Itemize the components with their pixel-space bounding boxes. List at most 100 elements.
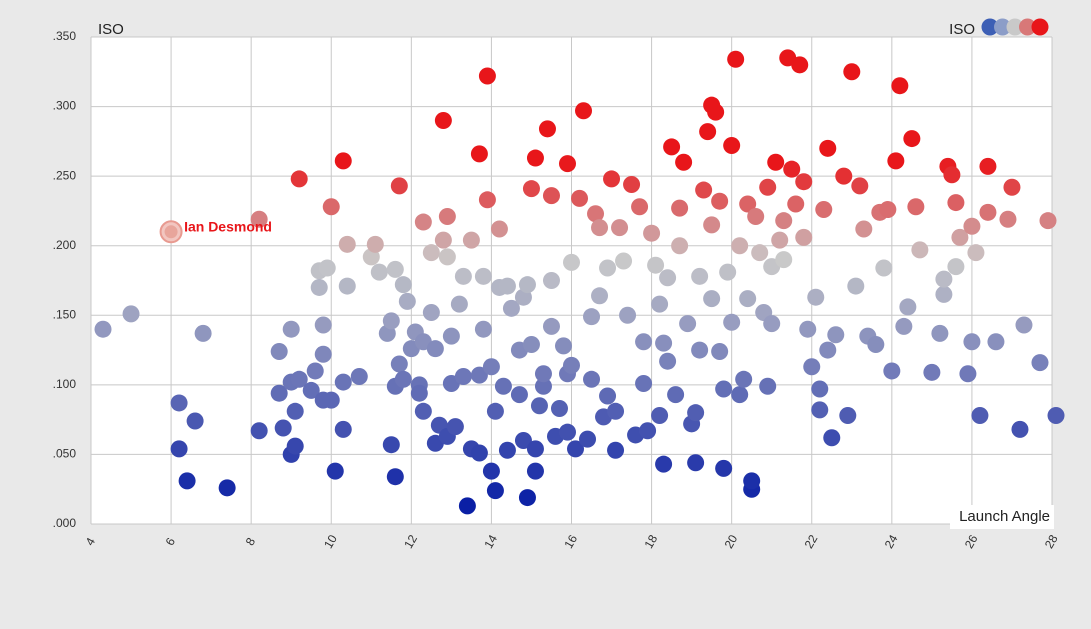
data-point[interactable] xyxy=(322,198,340,216)
data-point[interactable] xyxy=(867,336,885,354)
data-point[interactable] xyxy=(799,320,817,338)
data-point[interactable] xyxy=(643,224,661,242)
data-point[interactable] xyxy=(951,228,969,246)
data-point[interactable] xyxy=(486,402,504,420)
data-point[interactable] xyxy=(122,305,140,323)
data-point[interactable] xyxy=(422,244,440,262)
data-point[interactable] xyxy=(855,220,873,238)
data-point[interactable] xyxy=(791,56,809,74)
data-point[interactable] xyxy=(454,267,472,285)
data-point[interactable] xyxy=(815,201,833,219)
data-point[interactable] xyxy=(334,152,352,170)
data-point[interactable] xyxy=(611,219,629,237)
data-point[interactable] xyxy=(583,308,601,326)
data-point[interactable] xyxy=(759,178,777,196)
data-point[interactable] xyxy=(482,358,500,376)
data-point[interactable] xyxy=(819,139,837,157)
data-point[interactable] xyxy=(170,394,188,412)
data-point[interactable] xyxy=(603,170,621,188)
data-point[interactable] xyxy=(538,120,556,138)
data-point[interactable] xyxy=(558,155,576,173)
data-point[interactable] xyxy=(903,130,921,148)
data-point[interactable] xyxy=(907,198,925,216)
data-point[interactable] xyxy=(891,77,909,95)
data-point[interactable] xyxy=(963,333,981,351)
data-point[interactable] xyxy=(414,213,432,231)
data-point[interactable] xyxy=(302,381,320,399)
data-point[interactable] xyxy=(270,342,288,360)
data-point[interactable] xyxy=(759,377,777,395)
data-point[interactable] xyxy=(691,341,709,359)
data-point[interactable] xyxy=(438,248,456,266)
data-point[interactable] xyxy=(703,216,721,234)
data-point[interactable] xyxy=(911,241,929,259)
data-point[interactable] xyxy=(386,468,404,486)
data-point[interactable] xyxy=(218,479,236,497)
data-point[interactable] xyxy=(599,387,617,405)
data-point[interactable] xyxy=(442,327,460,345)
data-point[interactable] xyxy=(651,406,669,424)
data-point[interactable] xyxy=(971,406,989,424)
highlight-point[interactable] xyxy=(164,225,178,239)
data-point[interactable] xyxy=(534,365,552,383)
data-point[interactable] xyxy=(807,288,825,306)
data-point[interactable] xyxy=(731,386,749,404)
data-point[interactable] xyxy=(550,400,568,418)
data-point[interactable] xyxy=(542,317,560,335)
data-point[interactable] xyxy=(967,244,985,262)
data-point[interactable] xyxy=(286,437,304,455)
data-point[interactable] xyxy=(563,253,580,271)
data-point[interactable] xyxy=(607,441,625,459)
data-point[interactable] xyxy=(695,181,713,199)
data-point[interactable] xyxy=(963,217,981,235)
data-point[interactable] xyxy=(579,430,597,448)
data-point[interactable] xyxy=(490,220,508,238)
data-point[interactable] xyxy=(811,401,829,419)
data-point[interactable] xyxy=(727,50,745,68)
data-point[interactable] xyxy=(534,377,552,395)
data-point[interactable] xyxy=(671,199,689,217)
data-point[interactable] xyxy=(470,366,488,384)
data-point[interactable] xyxy=(470,145,488,163)
data-point[interactable] xyxy=(542,272,560,289)
data-point[interactable] xyxy=(691,267,709,285)
data-point[interactable] xyxy=(526,149,544,167)
data-point[interactable] xyxy=(647,256,665,274)
data-point[interactable] xyxy=(450,295,468,313)
data-point[interactable] xyxy=(771,231,789,249)
data-point[interactable] xyxy=(382,436,400,454)
data-point[interactable] xyxy=(334,373,352,391)
data-point[interactable] xyxy=(314,316,332,334)
data-point[interactable] xyxy=(462,231,480,249)
data-point[interactable] xyxy=(510,386,528,404)
data-point[interactable] xyxy=(795,228,813,246)
data-point[interactable] xyxy=(1003,178,1021,196)
data-point[interactable] xyxy=(835,167,853,185)
data-point[interactable] xyxy=(554,337,572,355)
data-point[interactable] xyxy=(623,175,641,193)
data-point[interactable] xyxy=(767,153,785,171)
data-point[interactable] xyxy=(542,187,560,205)
data-point[interactable] xyxy=(426,340,444,358)
data-point[interactable] xyxy=(679,315,697,333)
data-point[interactable] xyxy=(847,277,865,295)
data-point[interactable] xyxy=(675,153,693,171)
data-point[interactable] xyxy=(711,192,729,210)
data-point[interactable] xyxy=(883,362,901,380)
data-point[interactable] xyxy=(414,402,432,420)
data-point[interactable] xyxy=(667,386,685,404)
data-point[interactable] xyxy=(186,412,204,430)
data-point[interactable] xyxy=(619,306,637,324)
data-point[interactable] xyxy=(322,391,340,409)
data-point[interactable] xyxy=(454,368,472,386)
data-point[interactable] xyxy=(803,358,821,376)
data-point[interactable] xyxy=(274,419,292,437)
data-point[interactable] xyxy=(338,277,356,295)
data-point[interactable] xyxy=(422,304,440,322)
data-point[interactable] xyxy=(194,324,212,342)
data-point[interactable] xyxy=(663,138,681,156)
data-point[interactable] xyxy=(366,235,384,253)
data-point[interactable] xyxy=(270,384,288,402)
data-point[interactable] xyxy=(1047,406,1065,424)
data-point[interactable] xyxy=(935,285,953,303)
